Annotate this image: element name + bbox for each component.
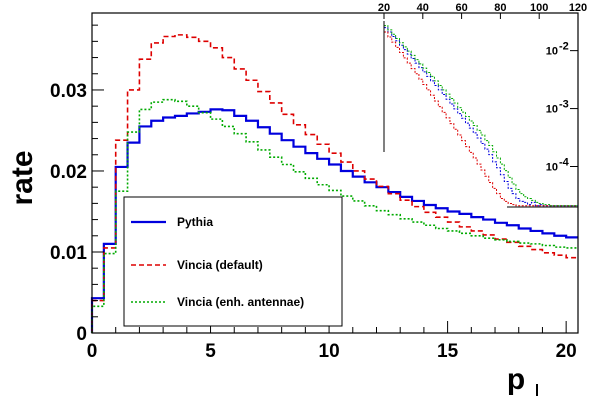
y-tick-label-1: 0.01 (50, 243, 87, 264)
inset-series-line-3 (384, 25, 578, 207)
x-tick-label-0: 0 (87, 341, 98, 362)
inset-x-tick-label-2: 60 (455, 2, 467, 14)
inset-y-tick-exponent-1: -3 (559, 99, 569, 111)
x-tick-label-1: 5 (205, 341, 216, 362)
inset-y-tick-exponent-0: -2 (559, 41, 569, 53)
y-axis-title: rate (6, 150, 39, 205)
series-line-3 (91, 98, 578, 333)
legend-box (123, 196, 343, 327)
x-tick-label-2: 10 (319, 341, 340, 362)
inset-y-tick-exponent-2: -4 (559, 157, 570, 169)
x-tick-label-3: 15 (437, 341, 459, 362)
inset-x-tick-label-0: 20 (378, 2, 390, 14)
y-tick-label-0: 0 (76, 324, 87, 345)
inset-x-tick-label-4: 100 (530, 2, 548, 14)
legend-label-3: Vincia (enh. antennae) (177, 295, 304, 309)
inset-y-tick-label-1: 10 (546, 104, 558, 116)
inset-x-tick-label-1: 40 (417, 2, 429, 14)
plot-frame (91, 12, 579, 334)
inset-x-tick-label-3: 80 (494, 2, 506, 14)
inset-y-tick-label-0: 10 (546, 46, 558, 58)
series-line-1 (90, 108, 578, 333)
main-series-layer (90, 34, 578, 333)
main-axes: 0 5 10 15 20 0 0.01 0.02 0.03 (50, 24, 577, 362)
legend: Pythia Vincia (default) Vincia (enh. anten… (123, 196, 343, 327)
inset-series-layer (384, 25, 578, 207)
inset-y-tick-label-2: 10 (546, 162, 558, 174)
y-tick-label-2: 0.02 (50, 162, 87, 183)
y-tick-label-3: 0.03 (50, 81, 87, 102)
inset-x-tick-label-5: 120 (569, 2, 587, 14)
legend-label-2: Vincia (default) (177, 258, 263, 272)
x-tick-label-4: 20 (556, 341, 577, 362)
inset-series-line-1 (384, 27, 578, 207)
x-axis-title: p (507, 363, 525, 396)
legend-label-1: Pythia (177, 215, 213, 229)
inset-series-line-2 (384, 31, 578, 207)
